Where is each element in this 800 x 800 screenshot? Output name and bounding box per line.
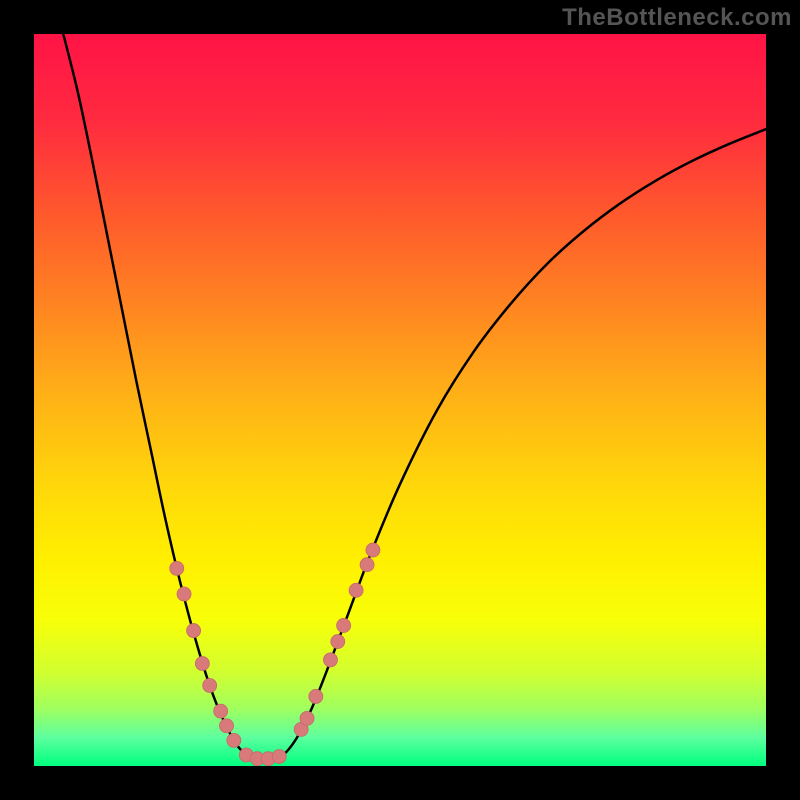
data-marker bbox=[170, 561, 184, 575]
watermark-text: TheBottleneck.com bbox=[562, 4, 792, 32]
data-marker bbox=[272, 749, 286, 763]
data-marker bbox=[214, 704, 228, 718]
data-marker bbox=[220, 719, 234, 733]
data-marker bbox=[337, 618, 351, 632]
data-marker bbox=[360, 558, 374, 572]
data-marker bbox=[331, 635, 345, 649]
data-marker bbox=[227, 733, 241, 747]
plot-background bbox=[34, 34, 766, 766]
chart-container: TheBottleneck.com bbox=[0, 0, 800, 800]
data-marker bbox=[349, 583, 363, 597]
bottleneck-chart bbox=[0, 0, 800, 800]
data-marker bbox=[323, 653, 337, 667]
data-marker bbox=[177, 587, 191, 601]
data-marker bbox=[203, 678, 217, 692]
data-marker bbox=[195, 657, 209, 671]
data-marker bbox=[300, 711, 314, 725]
data-marker bbox=[309, 689, 323, 703]
data-marker bbox=[187, 624, 201, 638]
data-marker bbox=[366, 543, 380, 557]
